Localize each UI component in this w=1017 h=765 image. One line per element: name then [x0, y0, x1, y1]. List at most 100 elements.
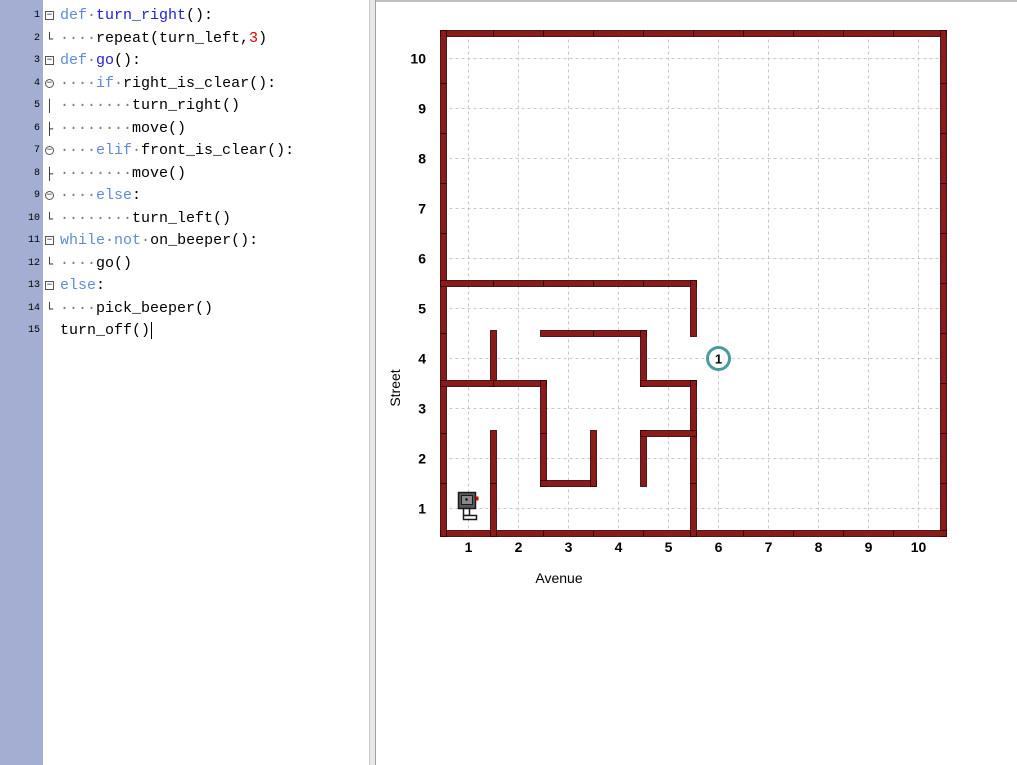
code-line[interactable]: 4− ····if·right_is_clear():: [0, 73, 369, 96]
code-text[interactable]: ····go(): [60, 253, 132, 276]
code-token: ·: [114, 74, 124, 92]
code-line[interactable]: 14 └ ····pick_beeper(): [0, 298, 369, 321]
wall-segment: [690, 280, 697, 337]
x-axis-label: Avenue: [535, 570, 582, 586]
code-text[interactable]: ········turn_right(): [60, 95, 240, 118]
fold-toggle-icon[interactable]: −: [45, 280, 54, 290]
street-tick-label: 9: [418, 101, 426, 117]
code-line[interactable]: 9− ····else:: [0, 185, 369, 208]
wall-segment: [490, 330, 497, 387]
wall-segment: [540, 480, 597, 487]
wall-segment: [640, 430, 647, 487]
fold-guide-icon: ├: [45, 166, 54, 181]
code-line[interactable]: 6 ├ ········move(): [0, 118, 369, 141]
fold-toggle-icon[interactable]: −: [45, 10, 54, 20]
code-token: front_is_clear():: [141, 142, 295, 159]
fold-guide-icon: ├: [45, 121, 54, 136]
code-text[interactable]: ····pick_beeper(): [60, 298, 213, 321]
avenue-tick-label: 3: [565, 539, 573, 555]
code-line[interactable]: 15 turn_off(): [0, 320, 369, 343]
code-token: repeat(turn_left,: [96, 29, 250, 47]
line-number: 6: [33, 122, 40, 134]
code-text[interactable]: ····if·right_is_clear():: [60, 73, 276, 96]
code-token: turn_left(): [132, 209, 232, 227]
code-token: ····: [60, 74, 97, 92]
code-text[interactable]: def·turn_right():: [60, 5, 213, 28]
code-line[interactable]: 5 │ ········turn_right(): [0, 95, 369, 118]
code-token: go(): [96, 254, 133, 272]
fold-guide-icon: └: [45, 211, 54, 226]
code-token: ): [258, 29, 268, 47]
code-token: pick_beeper(): [96, 299, 214, 317]
code-token: right_is_clear():: [123, 74, 277, 92]
fold-toggle-icon[interactable]: −: [45, 190, 54, 200]
code-token: :: [132, 187, 142, 204]
street-tick-label: 6: [418, 251, 426, 267]
code-token: ·: [132, 142, 142, 159]
code-line[interactable]: 2 └ ····repeat(turn_left,3): [0, 28, 369, 51]
line-number: 7: [33, 145, 40, 156]
avenue-tick-label: 10: [911, 539, 927, 555]
avenue-tick-label: 6: [715, 539, 723, 555]
avenue-tick-label: 9: [865, 539, 873, 555]
code-text[interactable]: ····repeat(turn_left,3): [60, 28, 267, 51]
grid-lines: [443, 33, 944, 534]
code-text[interactable]: ········move(): [60, 163, 186, 186]
code-line[interactable]: 13− else:: [0, 275, 369, 298]
avenue-tick-label: 7: [765, 539, 773, 555]
code-text[interactable]: else:: [60, 275, 105, 298]
fold-guide-icon: │: [45, 99, 54, 113]
code-line[interactable]: 8 ├ ········move(): [0, 163, 369, 186]
fold-toggle-icon[interactable]: −: [45, 235, 54, 245]
code-lines[interactable]: 1− def·turn_right(): 2 └ ····repeat(turn_lef…: [0, 5, 369, 343]
code-text[interactable]: turn_off(): [60, 320, 153, 343]
street-tick-label: 2: [418, 451, 426, 467]
code-text[interactable]: ····else:: [60, 185, 141, 208]
code-line[interactable]: 12 └ ····go(): [0, 253, 369, 276]
code-editor[interactable]: 1− def·turn_right(): 2 └ ····repeat(turn_lef…: [0, 0, 369, 765]
wall-segment: [640, 430, 697, 437]
line-number: 14: [27, 302, 40, 314]
code-token: ·: [105, 232, 115, 249]
code-text[interactable]: def·go():: [60, 50, 141, 73]
line-number: 1: [33, 10, 40, 21]
fold-toggle-icon[interactable]: −: [45, 145, 54, 155]
fold-toggle-icon[interactable]: −: [45, 55, 54, 65]
code-line[interactable]: 1− def·turn_right():: [0, 5, 369, 28]
line-number: 10: [27, 212, 40, 224]
fold-toggle-icon[interactable]: −: [45, 77, 54, 88]
street-tick-label: 3: [418, 401, 426, 417]
code-text[interactable]: ········turn_left(): [60, 208, 231, 231]
code-line[interactable]: 7− ····elif·front_is_clear():: [0, 140, 369, 163]
code-token: ········: [60, 97, 133, 114]
text-cursor: [151, 321, 153, 339]
street-tick-label: 10: [410, 51, 426, 67]
street-tick-label: 4: [418, 351, 426, 367]
pane-splitter[interactable]: [369, 0, 376, 765]
code-line[interactable]: 3− def·go():: [0, 50, 369, 73]
fold-guide-icon: └: [45, 256, 54, 271]
code-token: turn_right(): [132, 97, 241, 114]
wall-segment: [640, 380, 697, 387]
avenue-tick-label: 2: [515, 539, 523, 555]
wall-segment: [640, 330, 647, 387]
line-number: 2: [33, 32, 40, 44]
code-line[interactable]: 11− while·not·on_beeper():: [0, 230, 369, 253]
code-token: on_beeper():: [150, 232, 259, 249]
code-text[interactable]: ········move(): [60, 118, 186, 141]
code-token: ·: [87, 52, 97, 69]
code-token: ():: [186, 7, 214, 24]
code-token: def: [60, 7, 88, 24]
street-tick-label: 8: [418, 151, 426, 167]
code-token: turn_right: [96, 7, 187, 24]
world-pane-border: [376, 0, 1017, 2]
code-token: ····: [60, 254, 97, 272]
beeper-circle: [706, 346, 731, 371]
code-token: not: [114, 232, 142, 249]
code-text[interactable]: ····elif·front_is_clear():: [60, 140, 294, 163]
line-number: 4: [33, 77, 40, 89]
code-token: 3: [249, 29, 259, 47]
code-token: while: [60, 232, 106, 249]
code-line[interactable]: 10 └ ········turn_left(): [0, 208, 369, 231]
code-text[interactable]: while·not·on_beeper():: [60, 230, 258, 253]
